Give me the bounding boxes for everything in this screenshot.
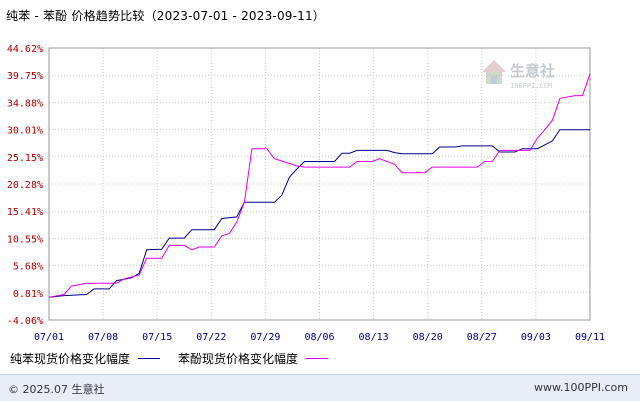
x-axis-ticks: 07/01 07/08 07/15 07/22 07/29 08/06 08/13 08/20… xyxy=(34,332,605,343)
watermark-logo: 生意社 100PPI.COM xyxy=(482,60,555,90)
series-line-2 xyxy=(48,73,591,298)
x-tick-label: 07/29 xyxy=(250,332,280,343)
x-tick-label: 07/22 xyxy=(196,332,226,343)
series-line-1 xyxy=(48,129,590,298)
legend-item-series1: 纯苯现货价格变化幅度 xyxy=(10,350,161,367)
legend-label-series2: 苯酚现货价格变化幅度 xyxy=(178,352,299,366)
y-tick-label: 25.15% xyxy=(7,153,43,164)
x-tick-label: 08/06 xyxy=(304,332,334,343)
footer-bar: © 2025.07 生意社 www.100PPI.com xyxy=(0,374,640,401)
y-tick-label: -4.06% xyxy=(7,316,43,327)
series-layer xyxy=(48,73,591,298)
watermark-site: 100PPI.COM xyxy=(510,82,552,90)
x-tick-label: 07/15 xyxy=(142,332,172,343)
x-tick-label: 08/13 xyxy=(359,332,389,343)
y-tick-label: 44.62% xyxy=(7,44,43,55)
y-tick-label: 0.81% xyxy=(13,289,43,300)
y-tick-label: 34.88% xyxy=(7,98,43,109)
y-tick-label: 15.41% xyxy=(7,207,43,218)
footer-site-link[interactable]: www.100PPI.com xyxy=(534,381,628,394)
y-tick-label: 39.75% xyxy=(7,71,43,82)
x-tick-label: 07/08 xyxy=(88,332,118,343)
x-tick-label: 08/20 xyxy=(413,332,443,343)
chart-title: 纯苯 - 苯酚 价格趋势比较（2023-07-01 - 2023-09-11） xyxy=(6,9,326,23)
footer-copyright: © 2025.07 生意社 xyxy=(8,383,105,396)
legend-label-series1: 纯苯现货价格变化幅度 xyxy=(10,352,131,366)
y-axis-ticks: 44.62% 39.75% 34.88% 30.01% 25.15% 20.28% 15.4… xyxy=(7,44,43,327)
y-tick-label: 20.28% xyxy=(7,180,43,191)
y-tick-label: 5.68% xyxy=(13,262,43,273)
x-tick-label: 07/01 xyxy=(34,332,64,343)
x-tick-label: 08/27 xyxy=(467,332,497,343)
legend-item-series2: 苯酚现货价格变化幅度 xyxy=(178,350,329,367)
plot-frame xyxy=(48,47,591,321)
legend: 纯苯现货价格变化幅度 苯酚现货价格变化幅度 xyxy=(10,350,346,367)
legend-swatch-series2 xyxy=(306,358,329,359)
x-tick-label: 09/11 xyxy=(575,332,605,343)
watermark-brand: 生意社 xyxy=(510,62,555,80)
legend-swatch-series1 xyxy=(138,358,161,359)
plot-border xyxy=(48,47,591,321)
x-tick-label: 09/03 xyxy=(521,332,551,343)
y-tick-label: 30.01% xyxy=(7,126,43,137)
y-tick-label: 10.55% xyxy=(7,234,43,245)
